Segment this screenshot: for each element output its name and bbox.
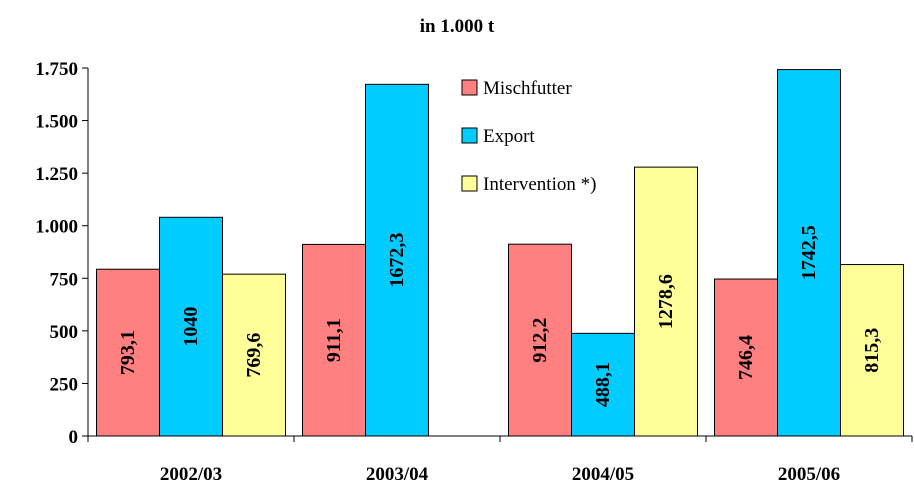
data-label: 746,4 xyxy=(735,335,757,380)
x-tick-label: 2003/04 xyxy=(366,464,429,483)
bar xyxy=(777,69,841,437)
bars xyxy=(96,69,904,437)
data-label: 815,3 xyxy=(861,328,883,373)
legend-swatch xyxy=(461,127,478,144)
y-tick-label: 1.000 xyxy=(35,217,78,238)
bar xyxy=(302,243,366,437)
bar xyxy=(840,264,904,437)
y-tick-label: 1.750 xyxy=(35,59,78,80)
bar xyxy=(508,243,572,437)
legend-swatch xyxy=(461,175,478,192)
bar xyxy=(96,268,160,437)
bar xyxy=(634,166,698,437)
bar xyxy=(222,273,286,437)
legend-label: Mischfutter xyxy=(483,78,572,99)
data-labels: 793,1 1040 769,6 911,1 1672,3 912,2 488,1 1278,… xyxy=(117,225,883,407)
y-tick-label: 500 xyxy=(50,322,79,343)
x-tick-label: 2004/05 xyxy=(572,464,634,483)
data-label: 1040 xyxy=(180,307,202,347)
data-label: 1672,3 xyxy=(386,233,408,288)
data-label: 912,2 xyxy=(529,318,551,363)
y-tick-label: 1.250 xyxy=(35,164,78,185)
data-label: 911,1 xyxy=(323,318,345,362)
data-label: 1278,6 xyxy=(655,274,677,329)
legend: Mischfutter Export Intervention *) xyxy=(461,78,596,195)
legend-swatch xyxy=(461,79,478,96)
x-tick-label: 2002/03 xyxy=(160,464,222,483)
bar xyxy=(365,83,429,437)
axes: 0 250 500 750 1.000 1.250 1.500 1.750 2002/03 200… xyxy=(35,59,913,483)
y-tick-label: 0 xyxy=(69,427,79,448)
data-label: 488,1 xyxy=(592,362,614,407)
bar xyxy=(714,278,778,437)
data-label: 793,1 xyxy=(117,330,139,375)
x-tick-label: 2005/06 xyxy=(778,464,840,483)
legend-label: Intervention *) xyxy=(483,174,596,195)
bar xyxy=(571,332,635,437)
legend-label: Export xyxy=(483,126,535,147)
y-tick-label: 250 xyxy=(50,374,79,395)
chart-title: in 1.000 t xyxy=(420,16,495,37)
data-label: 769,6 xyxy=(243,333,265,378)
data-label: 1742,5 xyxy=(798,225,820,280)
bar xyxy=(159,216,223,437)
y-tick-label: 1.500 xyxy=(35,112,78,133)
y-tick-label: 750 xyxy=(50,269,79,290)
